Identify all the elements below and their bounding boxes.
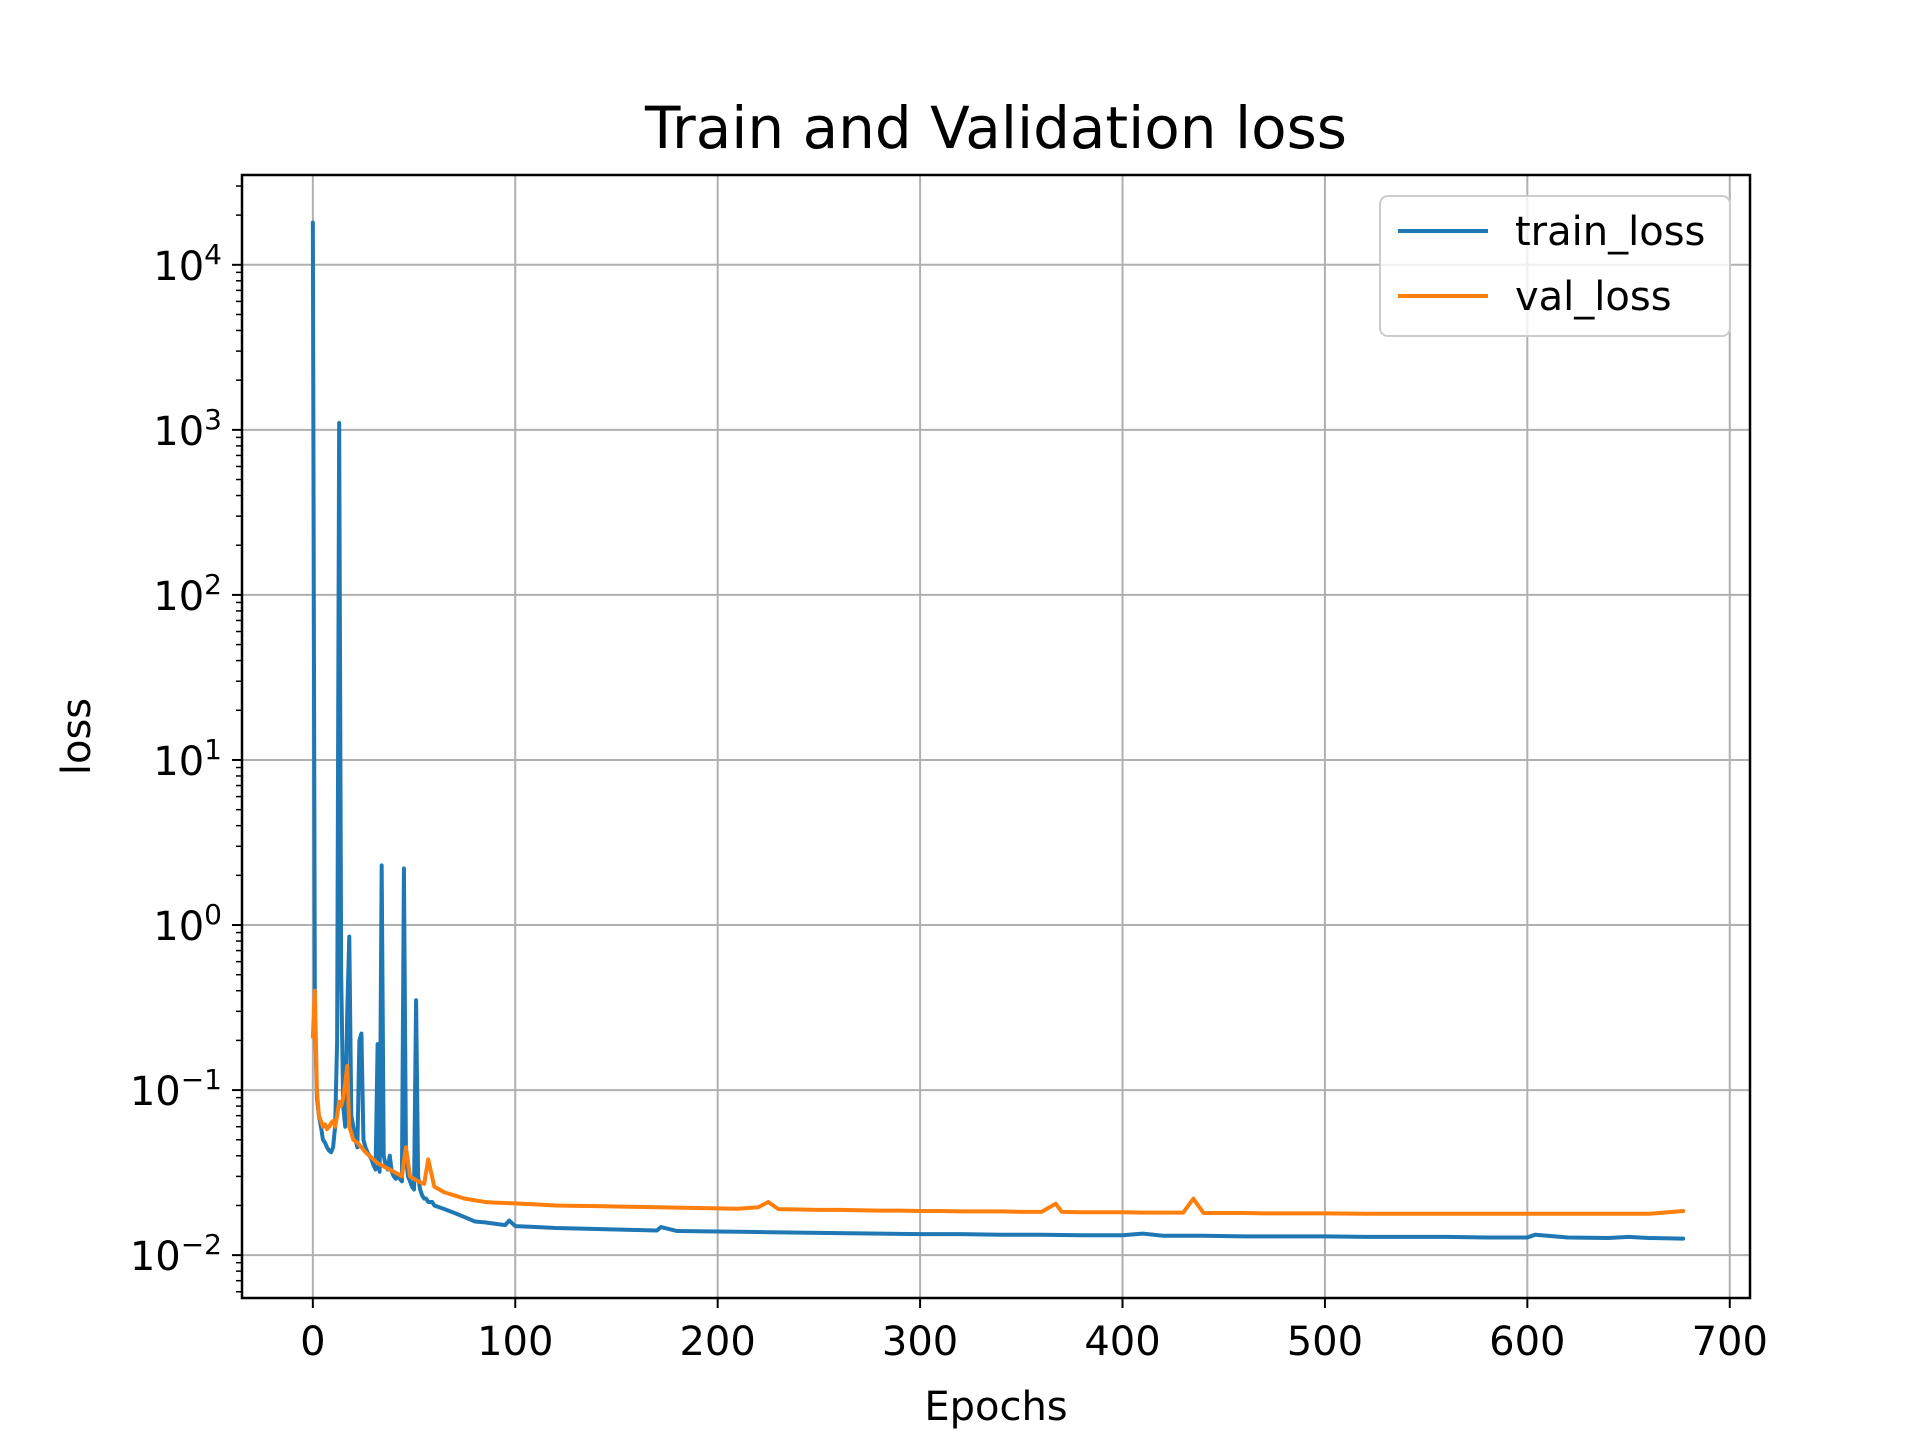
- x-tick-label: 300: [882, 1319, 958, 1365]
- y-axis-label: loss: [54, 698, 100, 775]
- y-tick-label: 101: [153, 732, 222, 785]
- series-layer: [310, 220, 1686, 1241]
- train_loss-line: [310, 220, 1686, 1241]
- y-tick-label: 10−1: [130, 1063, 222, 1116]
- x-tick-label: 400: [1084, 1319, 1160, 1365]
- x-tick-label: 100: [477, 1319, 553, 1365]
- x-tick-label: 200: [679, 1319, 755, 1365]
- legend: train_loss val_loss: [1379, 195, 1731, 337]
- y-tick-label-exponent: 0: [204, 898, 222, 931]
- y-tick-label-base: 10: [153, 574, 204, 620]
- chart-title: Train and Validation loss: [644, 94, 1347, 162]
- y-tick-label-base: 10: [130, 1069, 181, 1115]
- y-tick-label-exponent: −2: [181, 1228, 222, 1261]
- val_loss-legend-label: val_loss: [1515, 274, 1672, 320]
- y-tick-label: 104: [153, 237, 222, 290]
- x-tick-label: 600: [1489, 1319, 1565, 1365]
- y-tick-label-base: 10: [153, 739, 204, 785]
- y-tick-label-base: 10: [153, 244, 204, 290]
- y-tick-label: 100: [153, 898, 222, 951]
- x-tick-label: 0: [300, 1319, 325, 1365]
- train_loss-legend-label: train_loss: [1515, 209, 1705, 255]
- val_loss-line: [310, 988, 1686, 1216]
- y-tick-label-base: 10: [153, 904, 204, 950]
- y-tick-label-base: 10: [153, 409, 204, 455]
- y-tick-label-exponent: −1: [181, 1063, 222, 1096]
- y-tick-label-exponent: 2: [204, 567, 222, 600]
- x-tick-label: 700: [1692, 1319, 1768, 1365]
- y-tick-label-exponent: 3: [204, 402, 222, 435]
- y-tick-label-exponent: 4: [204, 237, 222, 270]
- y-tick-label-exponent: 1: [204, 732, 222, 765]
- grid-layer: [242, 175, 1750, 1298]
- plot-frame: [240, 173, 1752, 1300]
- x-axis-label: Epochs: [924, 1384, 1067, 1430]
- y-tick-label: 102: [153, 567, 222, 620]
- y-tick-label: 103: [153, 402, 222, 455]
- axis-layer: 0 100 200 300 400 500 600 70010−210−11001011021…: [130, 237, 1768, 1365]
- y-tick-label-base: 10: [130, 1234, 181, 1280]
- y-tick-label: 10−2: [130, 1228, 222, 1281]
- x-tick-label: 500: [1287, 1319, 1363, 1365]
